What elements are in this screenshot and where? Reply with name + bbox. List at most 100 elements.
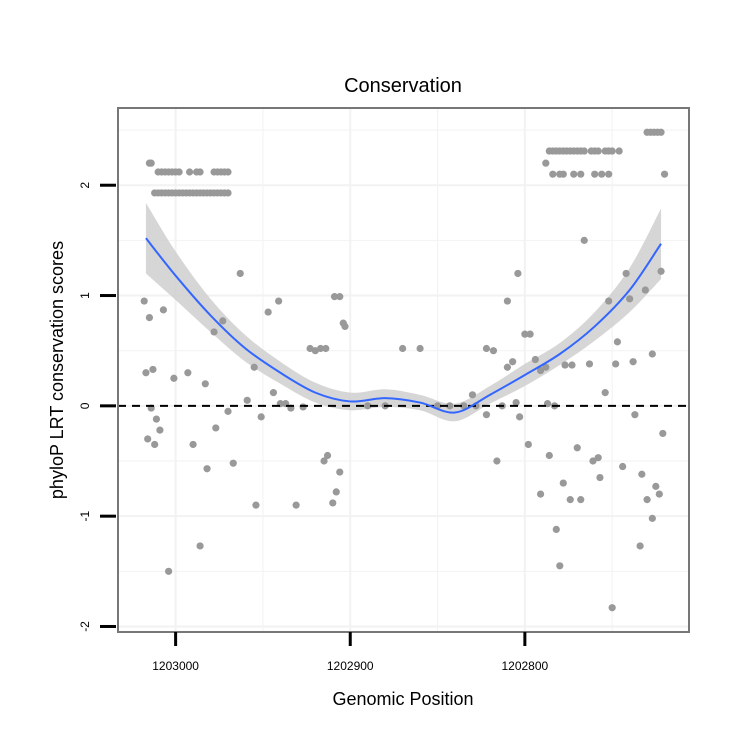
data-point [631, 411, 639, 419]
data-point [320, 457, 328, 465]
data-point [503, 363, 511, 371]
data-point [512, 398, 520, 407]
data-point [145, 314, 154, 322]
data-point [549, 170, 557, 178]
data-point [203, 465, 211, 473]
confidence-ribbon [145, 202, 662, 422]
data-point [250, 363, 258, 371]
data-point [142, 369, 150, 377]
data-points [140, 128, 669, 612]
data-point [323, 451, 332, 460]
data-point [629, 358, 637, 366]
data-point [570, 170, 578, 178]
data-point [330, 293, 339, 301]
data-point [364, 402, 372, 410]
data-point [660, 170, 669, 178]
data-point [341, 322, 349, 331]
y-tick-label: 1 [78, 292, 92, 299]
data-point [594, 454, 602, 462]
data-point [531, 355, 539, 364]
data-point [577, 496, 585, 504]
data-point [184, 369, 192, 377]
data-point [638, 470, 646, 478]
data-point [605, 170, 613, 178]
data-point [175, 168, 183, 176]
data-point [552, 525, 560, 534]
data-point [170, 374, 178, 382]
y-tick-label: -1 [78, 511, 92, 522]
data-point [615, 147, 623, 155]
y-tick-label: -2 [78, 621, 92, 632]
panel-border [117, 107, 690, 633]
data-point [460, 402, 468, 410]
data-point [622, 269, 630, 278]
data-point [556, 562, 564, 570]
data-point [516, 413, 524, 421]
data-point [489, 347, 498, 355]
data-point [224, 407, 232, 415]
data-point [482, 411, 491, 419]
data-point [336, 293, 344, 301]
data-point [264, 308, 272, 316]
data-point [643, 496, 651, 504]
data-point [589, 457, 597, 465]
data-point [224, 189, 232, 197]
data-point [608, 147, 616, 155]
data-point [229, 459, 237, 467]
x-tick-label: 1203000 [152, 659, 199, 673]
data-point [329, 499, 337, 507]
data-point [140, 297, 148, 305]
data-point [299, 403, 307, 411]
data-point [468, 391, 477, 399]
data-point [626, 295, 634, 303]
data-point [526, 330, 534, 338]
data-point [332, 488, 340, 496]
data-point [275, 297, 283, 305]
data-point [503, 297, 511, 305]
data-point [201, 380, 209, 388]
data-point [482, 344, 491, 353]
loess-fit-line [145, 237, 662, 414]
data-point [608, 604, 616, 612]
data-point [257, 413, 265, 421]
data-point [416, 344, 424, 353]
data-point [655, 490, 663, 498]
x-tick-label: 1202900 [327, 659, 374, 673]
data-point [605, 297, 613, 305]
data-point [561, 361, 569, 369]
y-axis: -2 -1 0 1 2 [78, 182, 116, 632]
data-point [636, 542, 644, 550]
data-point [648, 514, 656, 522]
data-point [657, 128, 665, 136]
data-point [648, 350, 656, 358]
x-axis: 1203000 1202900 1202800 [152, 632, 549, 673]
data-point [292, 501, 300, 509]
data-point [566, 496, 574, 504]
data-point [149, 365, 157, 374]
data-point [493, 457, 501, 465]
data-point [601, 389, 609, 397]
data-point [591, 170, 599, 178]
data-point [612, 360, 620, 368]
data-point [580, 236, 588, 244]
y-tick-label: 0 [78, 402, 92, 409]
data-point [399, 344, 407, 353]
data-point [577, 170, 585, 178]
data-point [657, 267, 665, 275]
data-point [536, 490, 545, 498]
data-point [524, 440, 532, 449]
data-point [521, 330, 529, 338]
data-point [514, 269, 522, 278]
data-point [236, 269, 244, 278]
data-point [185, 168, 194, 176]
data-point [573, 444, 581, 452]
data-point [196, 168, 204, 176]
y-tick-label: 2 [78, 182, 92, 189]
data-point [596, 473, 604, 482]
data-point [542, 159, 550, 167]
data-point [641, 286, 649, 294]
data-point [243, 396, 251, 404]
data-point [336, 468, 344, 476]
